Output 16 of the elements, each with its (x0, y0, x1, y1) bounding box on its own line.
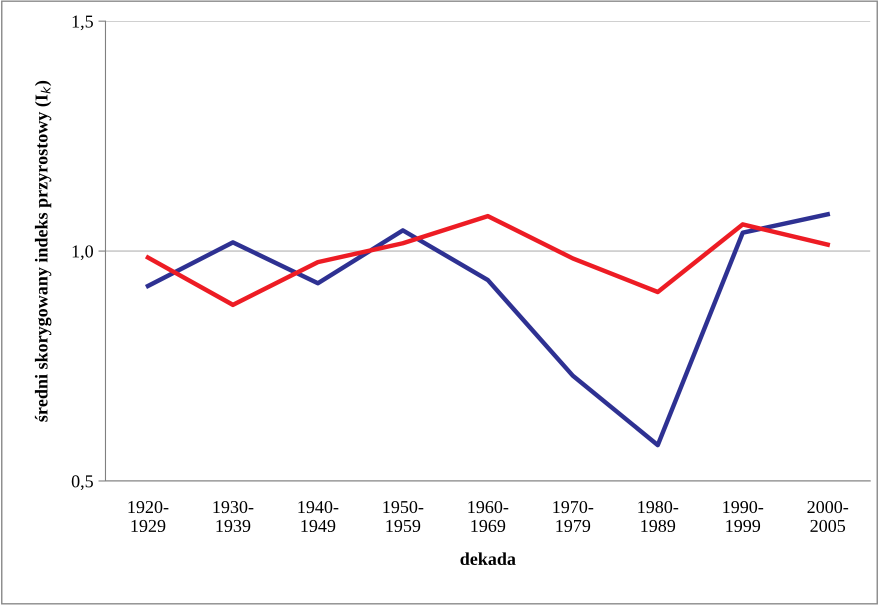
x-tick-label: 1970- 1979 (553, 500, 594, 532)
x-tick-label: 2000- 2005 (807, 500, 848, 532)
x-axis-title: dekada (460, 552, 516, 566)
y-tick-label: 0,5 (72, 475, 93, 490)
x-tick-label: 1980- 1989 (638, 500, 678, 532)
y-tick-label: 1,5 (72, 16, 93, 30)
line-series (146, 212, 830, 448)
line-series (146, 214, 830, 308)
y-tick-label: 1,0 (72, 245, 93, 260)
x-tick-label: 1920- 1929 (128, 500, 168, 532)
x-tick-label: 1940- 1949 (298, 500, 338, 532)
x-tick-label: 1950- 1959 (383, 500, 424, 532)
y-axis-title: średni skorygowany indeks przyrostowy (I$_{k}$) (34, 80, 52, 422)
x-tick-label: 1960- 1969 (468, 500, 508, 532)
x-tick-label: 1990- 1999 (723, 500, 764, 532)
x-tick-label: 1930- 1939 (213, 500, 254, 532)
